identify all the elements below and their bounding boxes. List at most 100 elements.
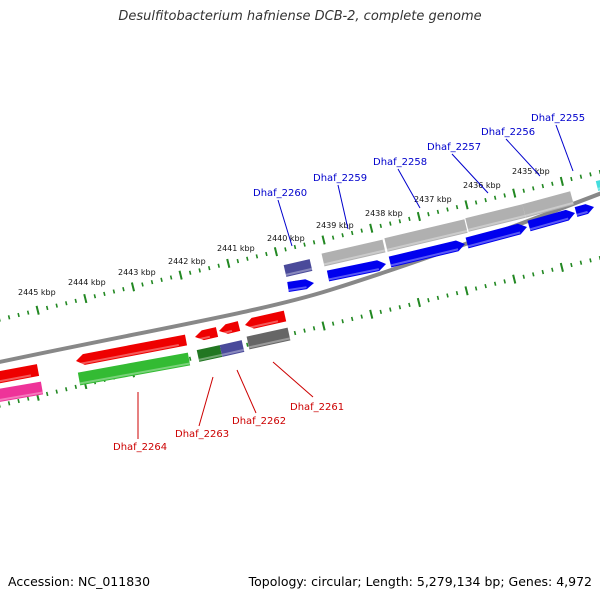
cds-left-partial bbox=[0, 364, 40, 384]
inner-minor-tick bbox=[579, 260, 583, 265]
kbp-label: 2435 kbp bbox=[512, 167, 550, 176]
cds-dhaf-2257 bbox=[465, 223, 527, 249]
reverse-leader-line bbox=[236, 369, 257, 414]
inner-minor-tick bbox=[589, 258, 592, 263]
outer-minor-tick bbox=[389, 221, 392, 226]
inner-minor-tick bbox=[455, 291, 459, 296]
cds-dhaf-2259 bbox=[326, 260, 386, 282]
kbp-label: 2440 kbp bbox=[267, 234, 305, 243]
inner-major-tick bbox=[369, 309, 374, 319]
outer-minor-tick bbox=[207, 265, 211, 271]
outer-minor-tick bbox=[579, 174, 583, 179]
outer-minor-tick bbox=[122, 287, 125, 292]
inner-minor-tick bbox=[493, 281, 497, 286]
outer-minor-tick bbox=[474, 200, 478, 205]
forward-leader-line bbox=[277, 199, 293, 247]
outer-minor-tick bbox=[169, 275, 173, 280]
outer-minor-tick bbox=[331, 235, 335, 240]
inner-minor-tick bbox=[17, 398, 20, 404]
feature-dhaf-2254 bbox=[595, 180, 600, 191]
outer-major-tick bbox=[559, 176, 564, 186]
outer-minor-tick bbox=[150, 280, 154, 285]
inner-minor-tick bbox=[436, 295, 440, 300]
inner-minor-tick bbox=[389, 307, 392, 312]
topology-text: Topology: circular; Length: 5,279,134 bp… bbox=[248, 574, 592, 589]
inner-minor-tick bbox=[7, 401, 11, 406]
outer-major-tick bbox=[321, 235, 326, 245]
inner-minor-tick bbox=[427, 298, 430, 303]
outer-minor-tick bbox=[265, 251, 268, 257]
forward-gene-label: Dhaf_2260 bbox=[253, 188, 307, 199]
inner-major-tick bbox=[416, 297, 421, 308]
cds-dhaf-2261 bbox=[245, 310, 287, 330]
feature-dhaf-2260 bbox=[283, 259, 313, 277]
reverse-gene-label: Dhaf_2261 bbox=[290, 402, 344, 413]
outer-minor-tick bbox=[17, 312, 20, 318]
kbp-label: 2445 kbp bbox=[18, 288, 56, 297]
inner-major-tick bbox=[464, 286, 469, 296]
forward-leader-line bbox=[555, 124, 574, 172]
outer-minor-tick bbox=[570, 176, 573, 182]
forward-gene-label: Dhaf_2259 bbox=[313, 173, 367, 184]
outer-minor-tick bbox=[541, 183, 545, 189]
kbp-label: 2437 kbp bbox=[414, 195, 452, 204]
accession-text: Accession: NC_011830 bbox=[8, 574, 151, 589]
feature-dhaf-2259 bbox=[321, 239, 386, 267]
outer-minor-tick bbox=[522, 188, 526, 193]
inner-minor-tick bbox=[55, 389, 58, 394]
cds-dhaf-2255 bbox=[574, 204, 594, 217]
cds-dhaf-2260 bbox=[287, 279, 314, 292]
feature-dhaf-2264 bbox=[77, 352, 191, 386]
inner-minor-tick bbox=[331, 321, 335, 326]
kbp-label: 2438 kbp bbox=[365, 209, 403, 218]
outer-minor-tick bbox=[217, 263, 221, 268]
outer-minor-tick bbox=[246, 256, 249, 261]
outer-major-tick bbox=[416, 211, 421, 222]
inner-minor-tick bbox=[379, 309, 383, 315]
outer-minor-tick bbox=[188, 270, 192, 275]
inner-minor-tick bbox=[522, 274, 526, 279]
kbp-label: 2444 kbp bbox=[68, 278, 106, 287]
feature-dhaf-2263 bbox=[196, 345, 223, 362]
outer-major-tick bbox=[130, 282, 136, 292]
inner-minor-tick bbox=[303, 328, 306, 333]
forward-gene-label: Dhaf_2258 bbox=[373, 157, 427, 168]
feature-left-partial bbox=[0, 381, 44, 402]
cds-dhaf-2256 bbox=[527, 209, 575, 232]
outer-minor-tick bbox=[350, 230, 354, 236]
inner-minor-tick bbox=[74, 384, 78, 390]
figure-title: Desulfitobacterium hafniense DCB-2, comp… bbox=[118, 9, 482, 24]
outer-minor-tick bbox=[379, 223, 383, 229]
inner-major-tick bbox=[559, 262, 564, 272]
outer-minor-tick bbox=[7, 315, 11, 320]
outer-minor-tick bbox=[255, 254, 259, 259]
outer-major-tick bbox=[83, 293, 88, 304]
outer-major-tick bbox=[35, 305, 40, 315]
outer-minor-tick bbox=[45, 305, 49, 311]
forward-leader-line bbox=[505, 138, 541, 177]
reverse-gene-label: Dhaf_2262 bbox=[232, 416, 286, 427]
cds-dhaf-2264 bbox=[76, 334, 188, 366]
feature-dhaf-2258 bbox=[384, 219, 468, 252]
kbp-label: 2441 kbp bbox=[217, 244, 255, 253]
reverse-gene-label: Dhaf_2263 bbox=[175, 429, 229, 440]
feature-dhaf-2261 bbox=[246, 327, 291, 350]
inner-minor-tick bbox=[64, 387, 68, 392]
inner-minor-tick bbox=[246, 342, 249, 347]
outer-minor-tick bbox=[493, 195, 497, 200]
inner-minor-tick bbox=[484, 283, 487, 289]
outer-minor-tick bbox=[93, 294, 97, 299]
cds-dhaf-2262 bbox=[219, 321, 241, 335]
outer-minor-tick bbox=[293, 244, 297, 250]
outer-minor-tick bbox=[284, 247, 287, 252]
inner-minor-tick bbox=[398, 305, 402, 310]
inner-minor-tick bbox=[360, 314, 363, 319]
forward-gene-label: Dhaf_2256 bbox=[481, 127, 535, 138]
outer-minor-tick bbox=[55, 303, 58, 308]
inner-minor-tick bbox=[26, 396, 30, 401]
outer-minor-tick bbox=[303, 242, 306, 247]
forward-leader-line bbox=[397, 168, 421, 209]
